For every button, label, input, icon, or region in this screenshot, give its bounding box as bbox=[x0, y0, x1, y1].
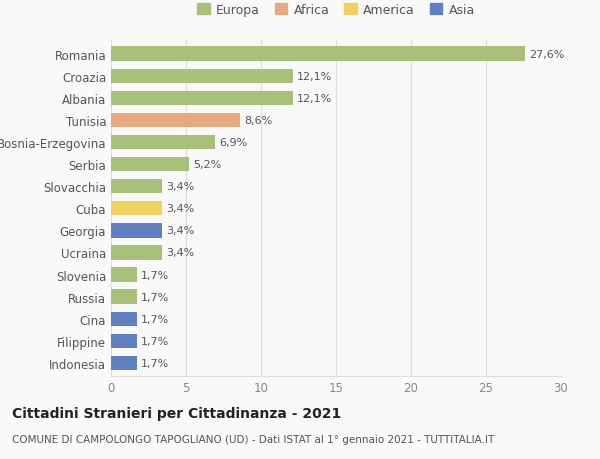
Bar bbox=[111, 268, 137, 282]
Text: 5,2%: 5,2% bbox=[193, 160, 222, 170]
Text: 1,7%: 1,7% bbox=[141, 336, 169, 346]
Text: 27,6%: 27,6% bbox=[530, 50, 565, 60]
Bar bbox=[111, 135, 215, 150]
Bar bbox=[111, 113, 240, 128]
Bar bbox=[111, 312, 137, 326]
Bar bbox=[111, 356, 137, 370]
Text: 3,4%: 3,4% bbox=[167, 204, 195, 214]
Text: 1,7%: 1,7% bbox=[141, 292, 169, 302]
Text: 1,7%: 1,7% bbox=[141, 314, 169, 324]
Text: 1,7%: 1,7% bbox=[141, 358, 169, 368]
Text: Cittadini Stranieri per Cittadinanza - 2021: Cittadini Stranieri per Cittadinanza - 2… bbox=[12, 406, 341, 420]
Bar bbox=[111, 47, 525, 62]
Bar bbox=[111, 91, 293, 106]
Legend: Europa, Africa, America, Asia: Europa, Africa, America, Asia bbox=[197, 4, 475, 17]
Text: 12,1%: 12,1% bbox=[297, 94, 332, 104]
Bar bbox=[111, 334, 137, 348]
Text: 3,4%: 3,4% bbox=[167, 182, 195, 192]
Text: COMUNE DI CAMPOLONGO TAPOGLIANO (UD) - Dati ISTAT al 1° gennaio 2021 - TUTTITALI: COMUNE DI CAMPOLONGO TAPOGLIANO (UD) - D… bbox=[12, 434, 494, 444]
Text: 6,9%: 6,9% bbox=[219, 138, 247, 148]
Bar bbox=[111, 157, 189, 172]
Bar bbox=[111, 69, 293, 84]
Text: 3,4%: 3,4% bbox=[167, 226, 195, 236]
Bar bbox=[111, 202, 162, 216]
Text: 3,4%: 3,4% bbox=[167, 248, 195, 258]
Bar bbox=[111, 179, 162, 194]
Bar bbox=[111, 224, 162, 238]
Bar bbox=[111, 246, 162, 260]
Text: 8,6%: 8,6% bbox=[245, 116, 273, 126]
Text: 12,1%: 12,1% bbox=[297, 72, 332, 82]
Text: 1,7%: 1,7% bbox=[141, 270, 169, 280]
Bar bbox=[111, 290, 137, 304]
